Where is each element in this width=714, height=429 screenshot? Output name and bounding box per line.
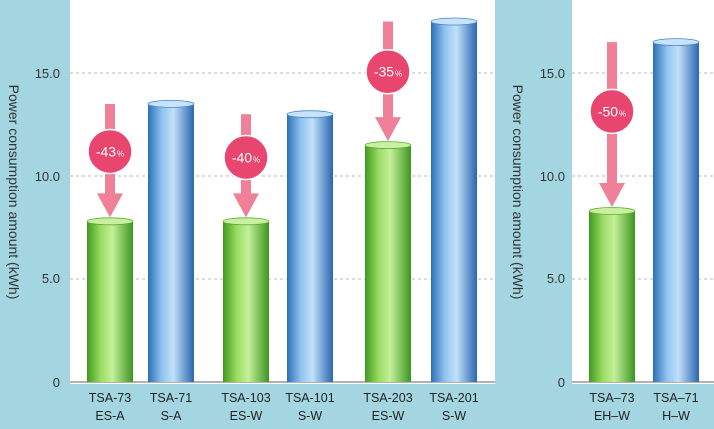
x-label-tsa201-sw-l1: TSA-201 [429,391,478,405]
y-tick-0-secondary: 0 [558,375,565,390]
x-label-tsa71-sa-l2: S-A [161,409,183,423]
y-tick-0-main: 0 [53,375,60,390]
x-label-tsa103-esw-l2: ES-W [230,409,263,423]
bar-secondary-0 [588,207,636,382]
y-axis-title-secondary: Power consumption amount (kWh) [510,85,526,300]
reduction-annotation-main-1: -40% [223,114,269,218]
y-tick-15-main: 15.0 [35,66,60,81]
bar-main-5 [430,17,478,382]
x-label-tsa73-ehw-l2: EH–W [594,409,630,423]
bars-main [86,17,478,383]
plot-area-main [70,0,495,384]
chart-panel-secondary: Power consumption amount (kWh) 0 5.0 10.… [510,0,714,423]
annotations-secondary: -50% [589,42,635,208]
annotations-main: -43% -40% -35% [87,21,411,218]
x-label-tsa201-sw-l2: S-W [442,409,467,423]
reduction-annotation-main-0: -43% [87,103,133,218]
x-label-tsa71-hw-l2: H–W [662,409,690,423]
y-tick-10-main: 10.0 [35,169,60,184]
bars-secondary [588,38,700,382]
x-label-tsa73-ehw-l1: TSA–73 [589,391,634,405]
x-label-tsa203-esw-l1: TSA-203 [363,391,412,405]
x-label-tsa73-esa-l2: ES-A [95,409,125,423]
x-label-tsa203-esw-l2: ES-W [372,409,405,423]
y-tick-5-main: 5.0 [42,271,60,286]
bar-main-3 [286,110,334,382]
x-label-tsa103-esw-l1: TSA-103 [221,391,270,405]
x-label-tsa71-hw-l1: TSA–71 [653,391,698,405]
y-tick-5-secondary: 5.0 [547,271,565,286]
bar-main-1 [147,100,195,383]
x-label-tsa101-sw-l1: TSA-101 [285,391,334,405]
x-label-tsa71-sa-l1: TSA-71 [150,391,192,405]
chart-panel-main: Power consumption amount (kWh) 0 5.0 10.… [6,0,495,423]
x-label-tsa73-esa-l1: TSA-73 [89,391,131,405]
reduction-annotation-secondary-0: -50% [589,42,635,208]
bar-secondary-1 [652,38,700,382]
reduction-annotation-main-2: -35% [365,21,411,142]
bar-main-4 [364,141,412,382]
x-label-tsa101-sw-l2: S-W [298,409,323,423]
y-axis-title-main: Power consumption amount (kWh) [6,85,22,300]
bar-main-0 [86,217,134,382]
y-tick-15-secondary: 15.0 [540,66,565,81]
gridlines-main [70,72,495,280]
bar-main-2 [222,217,270,382]
y-tick-10-secondary: 10.0 [540,169,565,184]
